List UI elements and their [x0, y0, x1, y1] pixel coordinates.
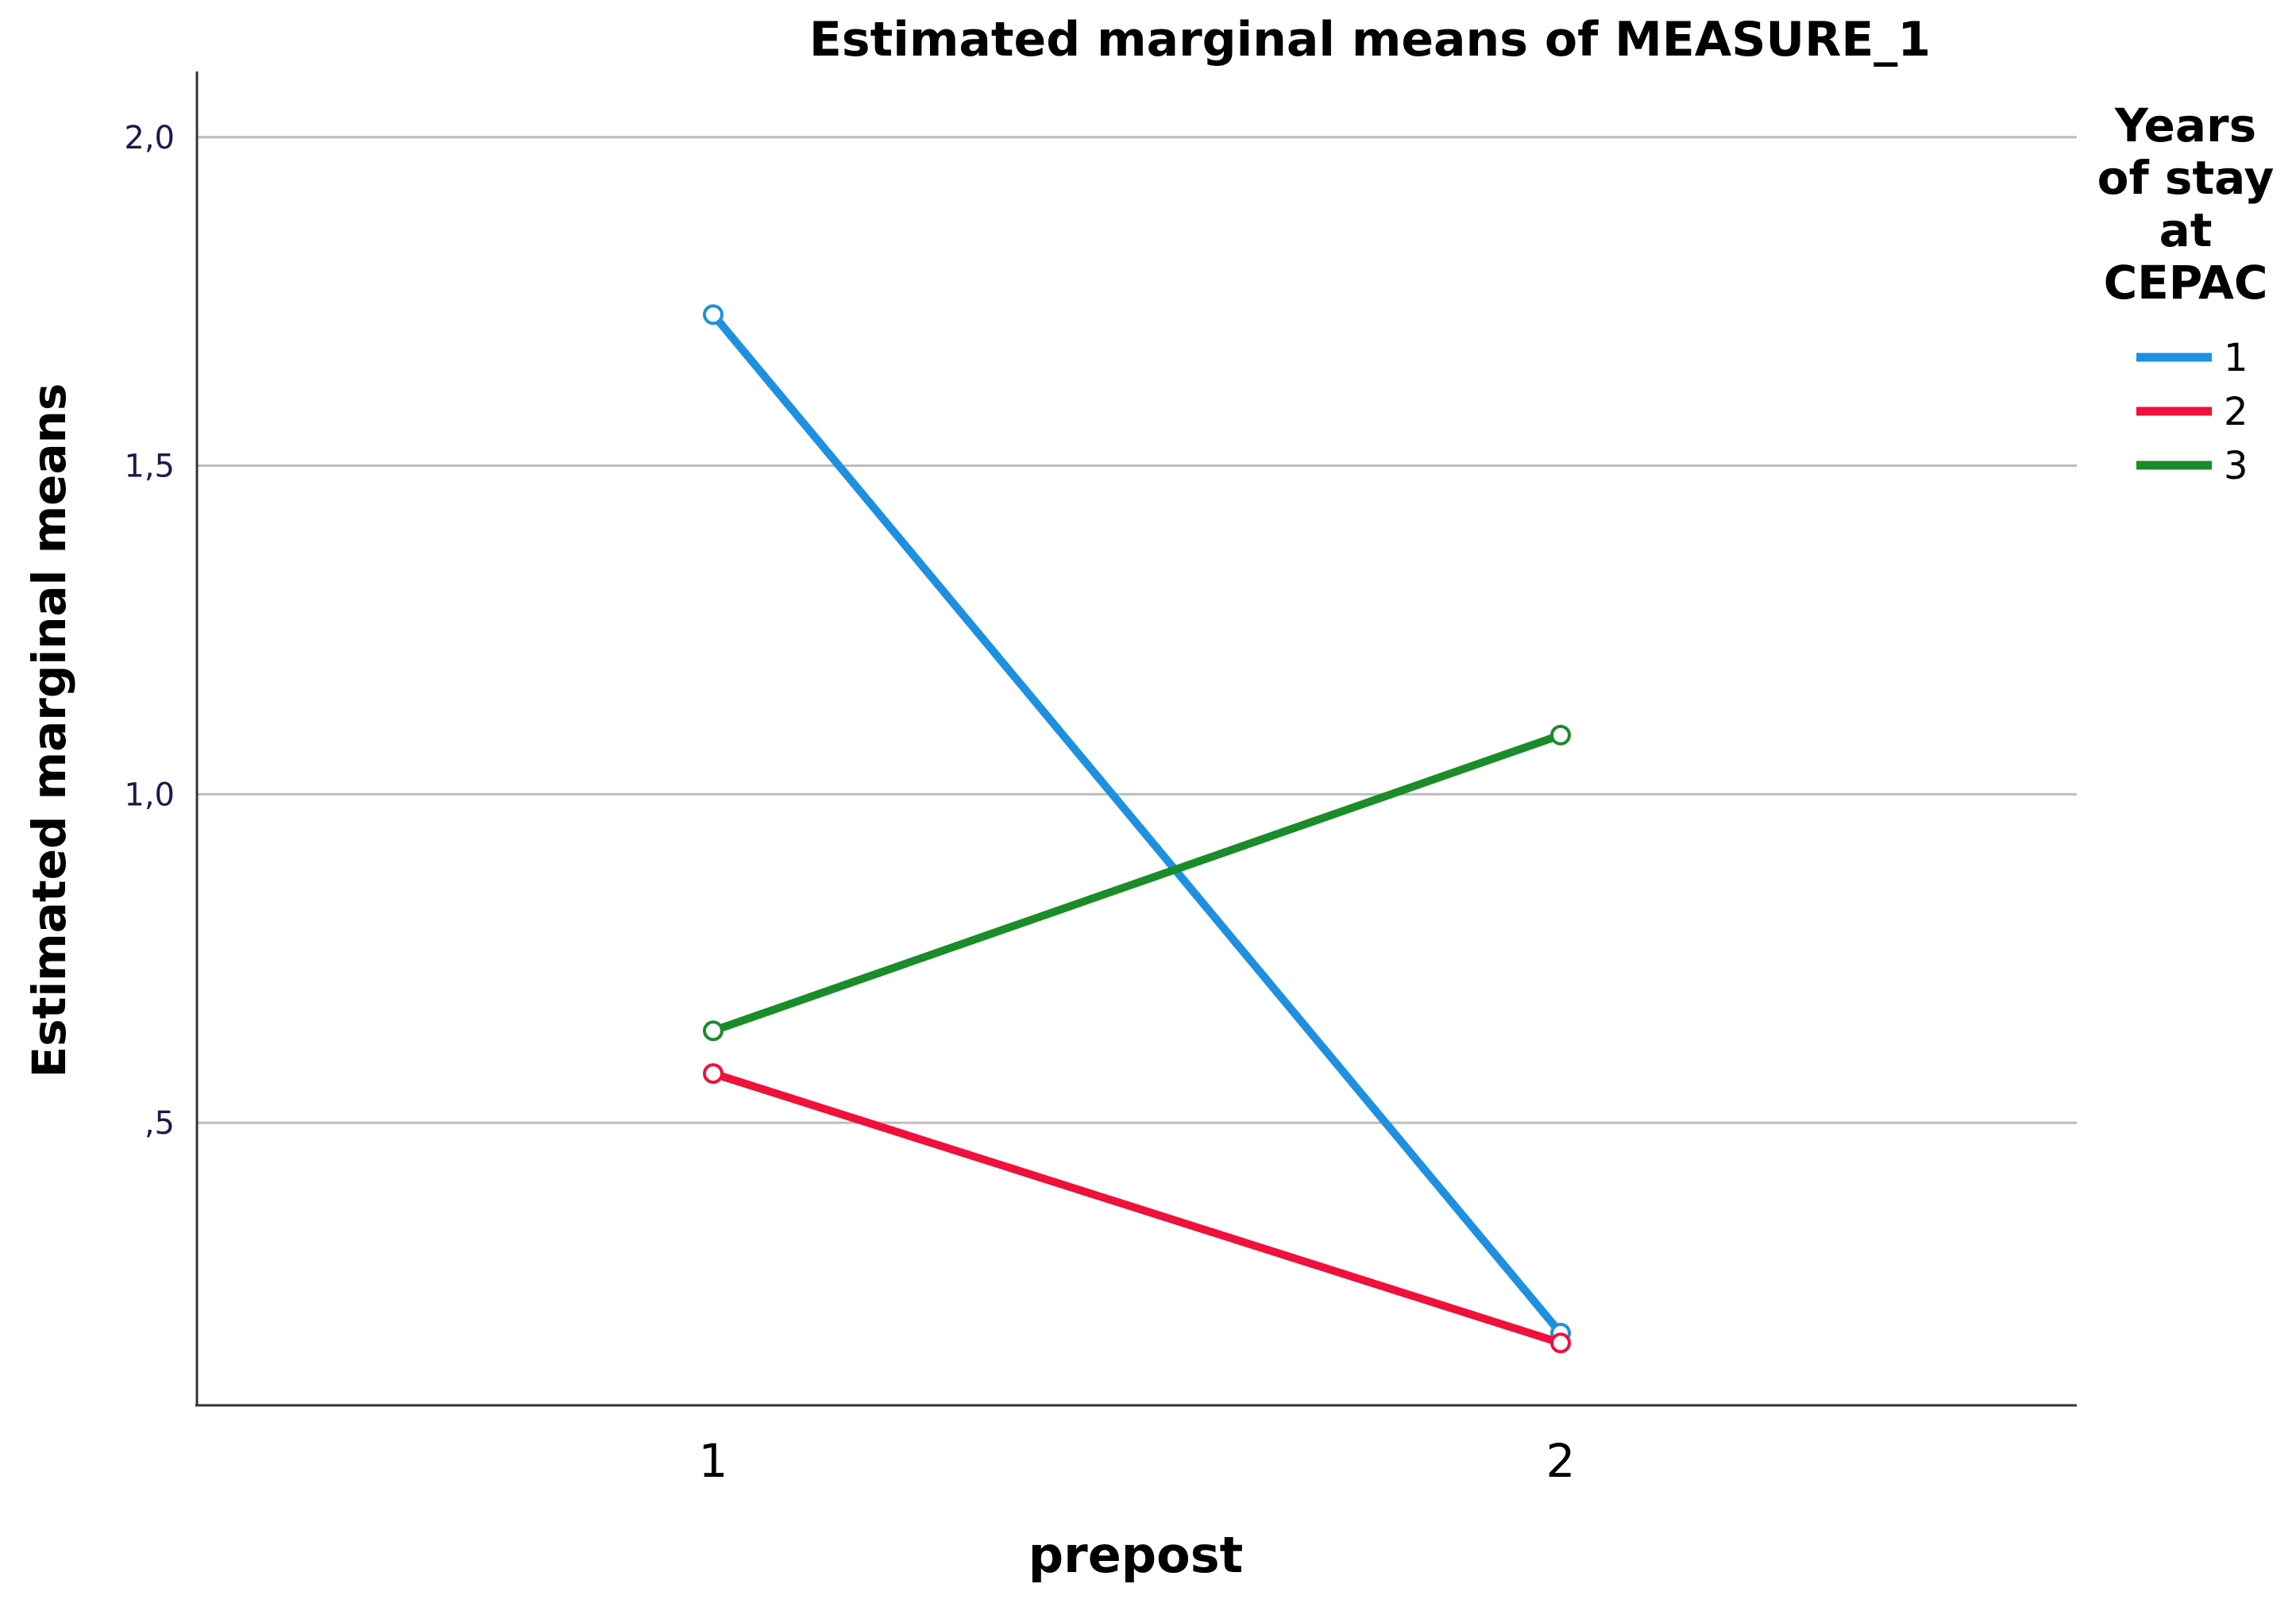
legend-title-line: CEPAC [2104, 256, 2268, 310]
legend-label: 1 [2224, 336, 2248, 380]
data-point [1550, 724, 1571, 746]
x-axis-label: prepost [1028, 1526, 1244, 1584]
series-line-3 [709, 730, 1565, 1035]
legend-title-line: of stay [2097, 151, 2275, 205]
x-tick-label: 1 [699, 1434, 728, 1488]
y-tick-labels: ,5 1,0 1,5 2,0 [124, 120, 175, 1142]
y-tick-label: ,5 [145, 1105, 175, 1142]
y-tick-label: 1,5 [124, 449, 175, 485]
y-axis-label: Estimated marginal means [22, 383, 76, 1078]
series-layer [703, 304, 1571, 1354]
legend-label: 3 [2224, 444, 2248, 488]
series-line-2 [709, 1069, 1565, 1347]
y-tick-label: 1,0 [124, 777, 175, 813]
data-point [703, 304, 724, 326]
data-point [703, 1020, 724, 1042]
grid-lines [197, 136, 2077, 1124]
series-line-1 [709, 310, 1565, 1337]
legend-label: 2 [2224, 390, 2248, 434]
chart-title: Estimated marginal means of MEASURE_1 [809, 12, 1931, 67]
y-tick-label: 2,0 [124, 120, 175, 156]
data-point [1550, 1332, 1571, 1354]
legend-title-line: at [2159, 203, 2213, 257]
legend-title-line: Years [2114, 98, 2256, 152]
data-point [703, 1063, 724, 1085]
x-tick-label: 2 [1546, 1434, 1576, 1488]
